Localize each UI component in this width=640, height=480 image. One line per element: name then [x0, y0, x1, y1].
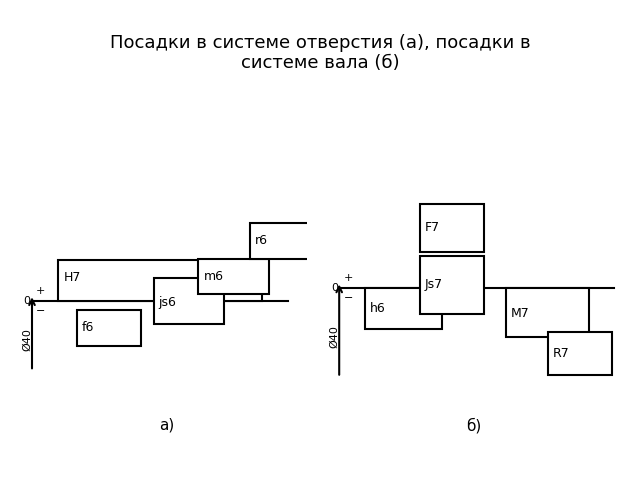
- Text: Js7: Js7: [425, 277, 443, 291]
- Text: −: −: [344, 293, 353, 303]
- Bar: [58, 260, 262, 301]
- Text: M7: M7: [511, 307, 529, 320]
- Text: Ø40: Ø40: [22, 328, 32, 350]
- Text: +: +: [344, 273, 353, 283]
- Text: а): а): [159, 418, 174, 432]
- Bar: [154, 278, 224, 324]
- Text: js6: js6: [159, 296, 177, 309]
- Bar: [506, 288, 589, 336]
- Text: 0: 0: [331, 283, 338, 293]
- Text: 0: 0: [24, 296, 31, 306]
- Text: б): б): [466, 418, 481, 433]
- Text: R7: R7: [553, 347, 570, 360]
- Text: +: +: [36, 286, 45, 296]
- Text: r6: r6: [255, 234, 268, 247]
- Bar: [365, 288, 442, 329]
- Text: f6: f6: [82, 321, 94, 334]
- Text: m6: m6: [204, 270, 223, 283]
- Bar: [420, 256, 484, 313]
- Text: h6: h6: [370, 302, 386, 315]
- Text: −: −: [36, 306, 45, 316]
- Bar: [420, 204, 484, 252]
- Bar: [250, 223, 314, 259]
- Bar: [77, 310, 141, 346]
- Text: F7: F7: [425, 221, 440, 234]
- Bar: [198, 259, 269, 294]
- Text: Ø40: Ø40: [329, 325, 339, 348]
- Text: Посадки в системе отверстия (а), посадки в
системе вала (б): Посадки в системе отверстия (а), посадки…: [109, 34, 531, 72]
- Text: H7: H7: [64, 271, 81, 284]
- Bar: [548, 332, 612, 375]
